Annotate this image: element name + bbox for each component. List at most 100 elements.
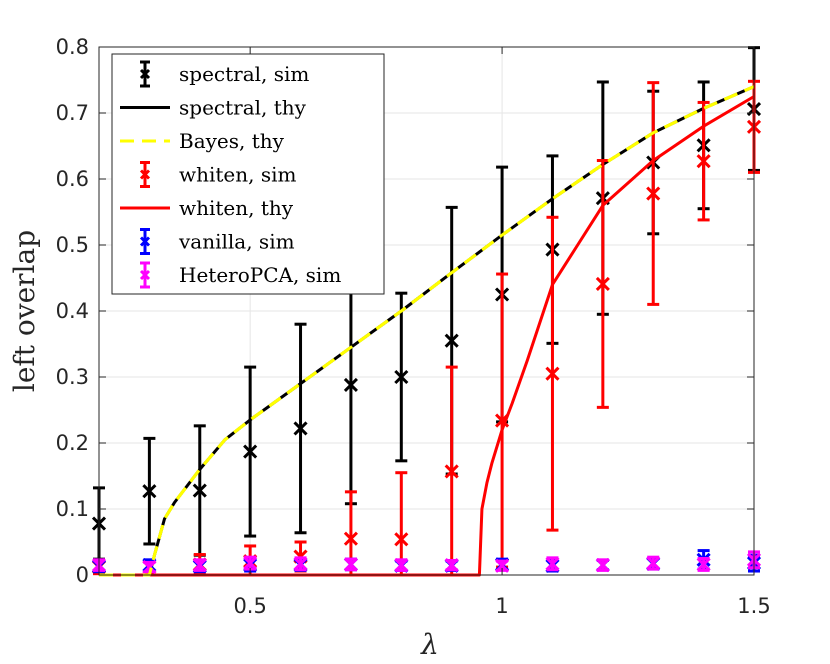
series-layer [91,46,762,577]
data-point-marker [293,421,308,436]
x-tick-label: 1 [495,594,508,618]
data-point-marker [192,483,207,498]
data-point-marker-stroke-b [142,560,157,575]
legend-marker-stroke-b [139,269,151,281]
data-point-marker [142,484,157,499]
legend-label: whiten, thy [179,196,294,220]
data-point-marker-stroke-b [192,483,207,498]
errorbar-point-s3-p11 [646,81,661,306]
data-point-marker-stroke-b [394,369,409,385]
data-point-marker-stroke-b [343,531,358,546]
data-point-marker-stroke-b [243,556,258,571]
data-point-marker-stroke-b [545,556,560,571]
data-point-marker-stroke-b [696,557,711,572]
data-point-marker [444,558,459,573]
legend-box [111,53,385,295]
data-point-marker-stroke-b [343,377,358,392]
legend-label: Bayes, thy [179,129,285,153]
errorbar-point-s6-p6 [394,558,409,573]
x-axis-label: λ [420,628,439,661]
data-point-marker-stroke-b [595,276,610,292]
x-tick-label: 1.5 [737,594,770,618]
x-tick-label: 0.5 [233,594,266,618]
y-axis-label: left overlap [8,230,41,392]
data-point-marker-stroke-b [394,558,409,573]
legend-item-1: spectral, thy [120,96,307,120]
y-tick-label: 0.2 [56,431,89,455]
data-point-marker-stroke-b [293,556,308,571]
data-point-marker [545,366,560,381]
y-tick-label: 0.4 [56,299,89,323]
errorbar-point-s6-p3 [243,555,258,571]
legend-item-3: whiten, sim [139,161,297,188]
errorbar-point-s6-p7 [444,558,459,573]
data-point-marker-stroke-b [495,558,510,573]
data-point-marker [142,560,157,575]
data-point-marker [646,186,661,201]
legend-item-6: HeteroPCA, sim [139,261,341,289]
y-tick-label: 0.8 [56,35,89,59]
data-point-marker-stroke-b [696,154,711,169]
legend-label: whiten, sim [179,163,297,187]
data-point-marker [444,464,459,479]
errorbar-point-s3-p9 [545,215,560,532]
legend-marker [139,236,151,247]
legend-label: spectral, thy [179,96,307,120]
legend-marker [139,269,151,281]
errorbar-point-s6-p10 [595,558,610,573]
data-point-marker [243,444,258,459]
data-point-marker-stroke-b [646,556,661,571]
y-tick-label: 0.3 [56,365,89,389]
data-point-marker [243,556,258,571]
data-point-marker-stroke-b [595,558,610,573]
data-point-marker-stroke-b [192,558,207,573]
errorbar-point-s0-p5 [343,264,358,506]
errorbar-point-s3-p12 [696,100,711,222]
errorbar-point-s6-p9 [545,556,560,572]
legend-label: vanilla, sim [178,230,295,254]
data-point-marker-stroke-b [394,532,409,547]
legend-item-0: spectral, sim [139,60,309,88]
data-point-marker [696,557,711,572]
data-point-marker [394,558,409,573]
errorbar-point-s0-p4 [293,322,308,535]
errorbar-point-s0-p1 [142,436,157,546]
y-tick-label: 0.5 [56,233,89,257]
errorbar-point-s0-p3 [243,365,258,538]
errorbar-point-s3-p7 [444,365,459,577]
legend-item-4: whiten, thy [120,196,294,220]
legend-marker [139,68,151,80]
data-point-marker [595,558,610,573]
data-point-marker [595,276,610,292]
data-point-marker [495,558,510,573]
y-tick-label: 0.1 [56,497,89,521]
errorbar-point-s0-p6 [394,291,409,463]
series-line-4 [99,95,755,577]
data-point-marker-stroke-b [444,333,459,348]
legend-marker-stroke-b [139,68,151,80]
y-tick-label: 0.7 [56,101,89,125]
errorbar-point-s6-p11 [646,555,661,571]
legend-marker-stroke-b [139,236,151,247]
data-point-marker [696,154,711,169]
data-point-marker [394,369,409,385]
data-point-marker [646,556,661,571]
y-tick-label: 0 [76,563,89,587]
data-point-marker-stroke-b [142,484,157,499]
legend-label: spectral, sim [179,62,309,86]
legend-marker [139,169,151,180]
legend-item-5: vanilla, sim [139,228,295,255]
data-point-marker-stroke-b [444,558,459,573]
data-point-marker [343,377,358,392]
ticks: 0 0.1 0.2 0.3 0.4 0.5 0.6 0.7 0.8 0.5 1 1.5 [56,35,771,618]
data-point-marker-stroke-b [545,366,560,381]
y-tick-label: 0.6 [56,167,89,191]
data-point-marker [343,557,358,572]
data-point-marker-stroke-b [444,464,459,479]
data-point-marker [192,558,207,573]
data-point-marker [394,532,409,547]
errorbar-point-s6-p2 [192,558,207,573]
legend: spectral, sim spectral, thy Bayes, thy whit… [111,53,385,295]
data-point-marker [444,333,459,348]
